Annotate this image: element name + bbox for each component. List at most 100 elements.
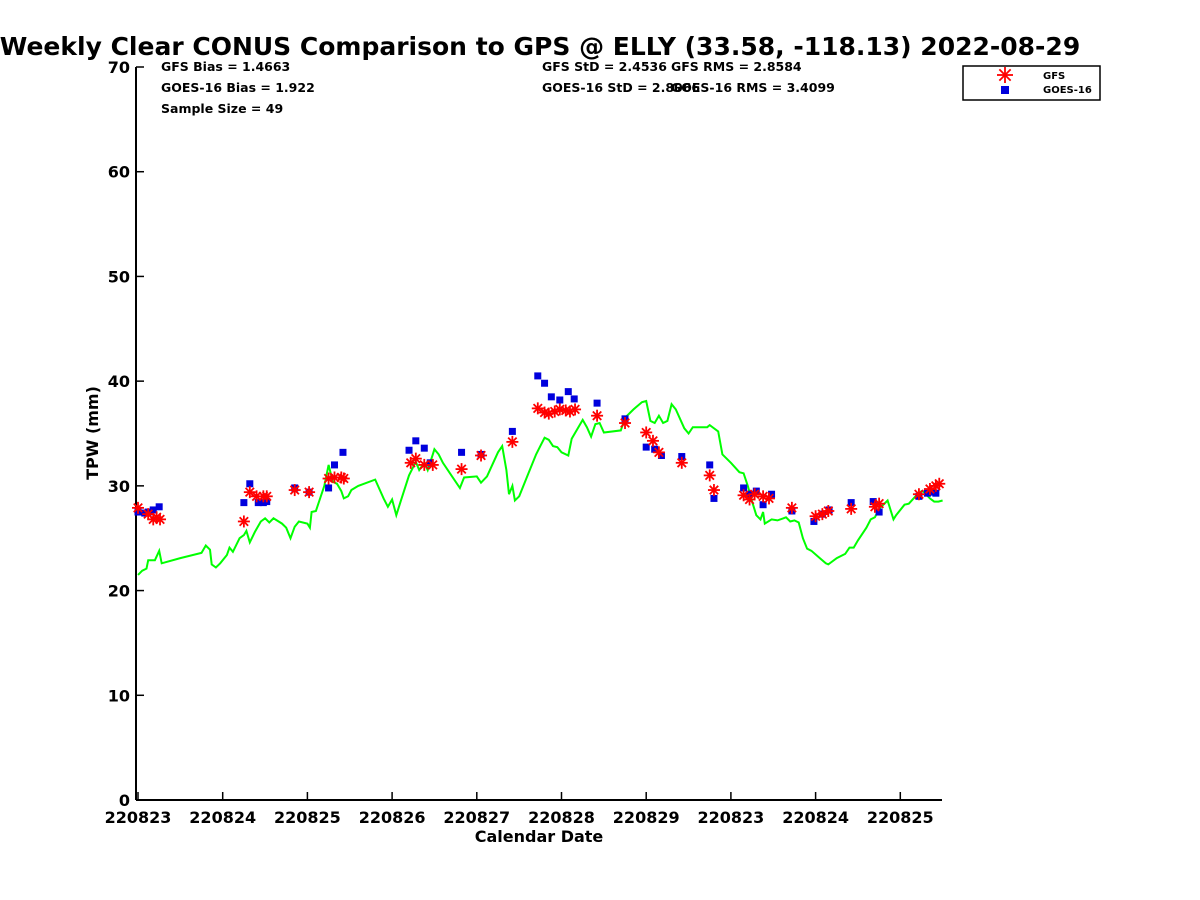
gfs-point (763, 492, 776, 505)
y-tick-label: 20 (108, 582, 130, 601)
gfs-point (591, 409, 604, 422)
legend-goes-marker (1001, 86, 1009, 94)
goes16-point (932, 489, 940, 497)
gfs-point (288, 484, 301, 497)
gfs-point (260, 490, 273, 503)
y-tick-label: 70 (108, 58, 130, 77)
legend-gfs-asterisk (997, 67, 1013, 83)
gfs-point (409, 452, 422, 465)
goes16-point (547, 393, 555, 401)
y-tick-label: 0 (119, 791, 130, 810)
goes16-point (710, 494, 718, 502)
series-gps-line (137, 399, 943, 576)
gfs-point (912, 488, 925, 501)
stat-goes-std: GOES-16 StD = 2.8066 (542, 80, 700, 95)
legend-box (962, 65, 1101, 101)
goes16-point (556, 396, 564, 404)
gfs-point (475, 449, 488, 462)
goes16-point (678, 453, 686, 461)
gfs-point (703, 469, 716, 482)
goes16-point (593, 399, 601, 407)
goes16-point (155, 503, 163, 511)
gfs-point (337, 472, 350, 485)
goes16-point (246, 480, 254, 488)
gfs-point (640, 426, 653, 439)
gfs-point (154, 513, 167, 526)
goes16-point (564, 388, 572, 396)
goes16-point (642, 443, 650, 451)
gfs-point (785, 501, 798, 514)
goes16-point (412, 437, 420, 445)
gfs-point (569, 403, 582, 416)
goes16-point (768, 490, 776, 498)
gfs-point (243, 486, 256, 499)
y-tick-label: 60 (108, 163, 130, 182)
stat-goes-bias: GOES-16 Bias = 1.922 (161, 80, 315, 95)
goes16-point (875, 508, 883, 516)
gfs-point (303, 486, 316, 499)
x-tick-label: 220825 (867, 808, 934, 827)
legend-gfs-label: GFS (1043, 71, 1065, 82)
y-tick-label: 10 (108, 686, 130, 705)
stat-gfs-bias: GFS Bias = 1.4663 (161, 59, 290, 74)
gfs-point (748, 488, 761, 501)
gfs-point (743, 493, 756, 506)
stat-goes-rms: GOES-16 RMS = 3.4099 (671, 80, 835, 95)
goes16-point (869, 498, 877, 506)
goes16-point (847, 499, 855, 507)
plot-frame (135, 67, 942, 801)
y-tick-label: 50 (108, 267, 130, 286)
gfs-point (675, 456, 688, 469)
goes16-point (405, 446, 413, 454)
goes16-point (570, 395, 578, 403)
goes16-point (331, 461, 339, 469)
stat-gfs-rms: GFS RMS = 2.8584 (671, 59, 802, 74)
stats-block: GFS Bias = 1.4663 GOES-16 Bias = 1.922 S… (161, 59, 835, 116)
goes16-point (240, 499, 248, 507)
x-tick-label: 220826 (359, 808, 426, 827)
y-axis-label: TPW (mm) (83, 386, 102, 480)
gfs-point (619, 417, 632, 430)
series-layer (132, 372, 946, 576)
gfs-point (845, 502, 858, 515)
gfs-point (652, 446, 665, 459)
goes16-point (339, 448, 347, 456)
stat-gfs-std: GFS StD = 2.4536 (542, 59, 667, 74)
x-tick-label: 220824 (189, 808, 256, 827)
x-axis-ticks: 220823 220824 220825 220826 220827 220828 2208… (105, 792, 934, 827)
goes16-point (508, 427, 516, 435)
gfs-point (426, 458, 439, 471)
x-tick-label: 220823 (698, 808, 765, 827)
y-tick-label: 30 (108, 477, 130, 496)
goes16-point (325, 484, 333, 492)
chart-title: Weekly Clear CONUS Comparison to GPS @ E… (0, 32, 1080, 61)
x-tick-label: 220823 (105, 808, 172, 827)
x-tick-label: 220828 (528, 808, 595, 827)
goes16-point (706, 461, 714, 469)
x-tick-label: 220825 (274, 808, 341, 827)
gfs-point (237, 515, 250, 528)
gfs-point (873, 497, 886, 510)
x-tick-label: 220829 (613, 808, 680, 827)
legend: GFS GOES-16 (962, 65, 1101, 101)
stat-sample-size: Sample Size = 49 (161, 101, 283, 116)
gfs-point (142, 508, 155, 521)
goes16-point (534, 372, 542, 380)
y-tick-label: 40 (108, 372, 130, 391)
goes16-point (759, 501, 767, 509)
gfs-point (132, 501, 144, 514)
gfs-point (531, 402, 544, 415)
legend-goes-label: GOES-16 (1043, 85, 1092, 96)
gfs-point (646, 434, 659, 447)
gfs-point (455, 463, 468, 476)
legend-gfs-marker (997, 67, 1013, 83)
goes16-point (541, 379, 549, 387)
goes16-point (254, 499, 262, 507)
gfs-point (822, 504, 835, 517)
x-tick-label: 220827 (443, 808, 510, 827)
y-axis-ticks: 0 10 20 30 40 50 60 70 (108, 58, 144, 810)
goes16-point (420, 444, 428, 452)
goes16-point (149, 506, 157, 514)
gfs-point (933, 477, 946, 490)
goes16-point (740, 484, 748, 492)
